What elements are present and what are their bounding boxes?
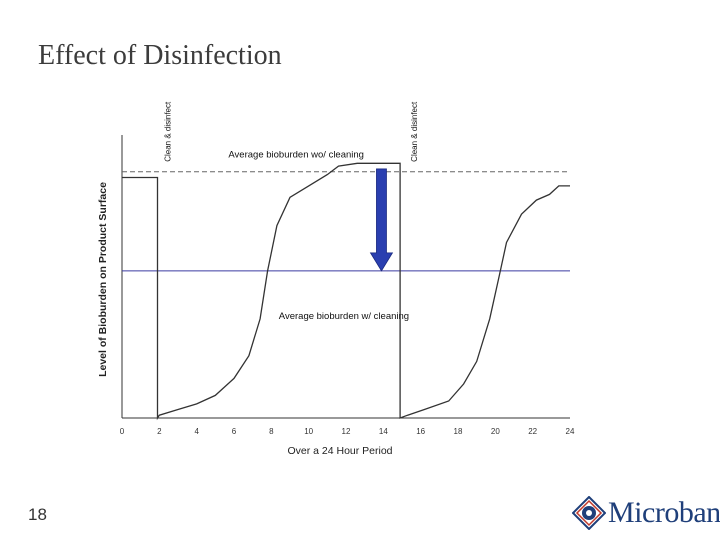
bioburden-curve — [122, 162, 570, 421]
annotation-label: Average bioburden wo/ cleaning — [228, 150, 364, 161]
x-tick-label: 20 — [491, 427, 500, 436]
x-tick-label: 14 — [379, 427, 388, 436]
microban-logo: Microban ® — [572, 496, 720, 530]
microban-logo-text: Microban — [608, 496, 720, 529]
annotation-label: Average bioburden w/ cleaning — [279, 311, 409, 322]
annotation-label: Clean & disinfect — [164, 101, 173, 162]
x-tick-label: 8 — [269, 427, 274, 436]
page-number: 18 — [28, 505, 47, 524]
x-tick-label: 22 — [528, 427, 537, 436]
x-axis-label: Over a 24 Hour Period — [287, 445, 392, 457]
down-arrow — [369, 168, 394, 272]
y-axis-label: Level of Bioburden on Product Surface — [97, 182, 109, 377]
x-tick-label: 4 — [194, 427, 199, 436]
x-tick-label: 2 — [157, 427, 162, 436]
x-tick-label: 12 — [342, 427, 351, 436]
x-tick-label: 0 — [120, 427, 125, 436]
slide-title: Effect of Disinfection — [38, 40, 282, 71]
x-tick-label: 6 — [232, 427, 237, 436]
x-tick-label: 16 — [416, 427, 425, 436]
x-tick-label: 24 — [566, 427, 575, 436]
x-tick-label: 10 — [304, 427, 313, 436]
annotation-label: Clean & disinfect — [410, 101, 419, 162]
microban-logo-icon — [572, 496, 606, 530]
x-tick-label: 18 — [454, 427, 463, 436]
